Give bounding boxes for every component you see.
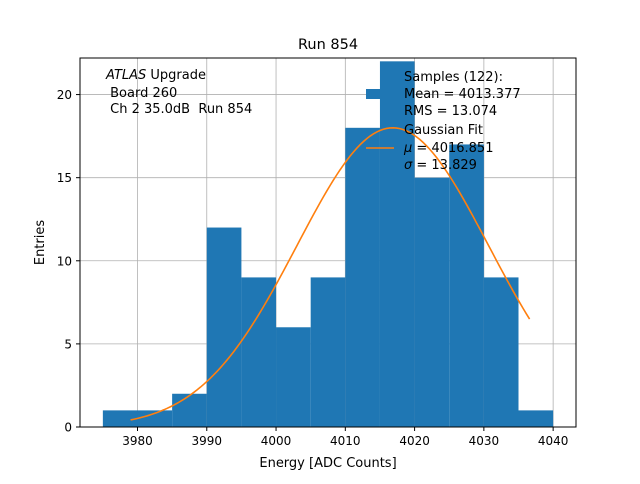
y-tick-label: 20: [57, 88, 72, 102]
upgrade-label: Upgrade: [146, 68, 206, 83]
x-tick-label: 4020: [399, 434, 430, 448]
y-tick-label: 15: [57, 171, 72, 185]
histogram-bar: [172, 393, 207, 427]
legend-hist-line2: Mean = 4013.377: [404, 87, 521, 102]
gaussian-fit: [130, 127, 531, 421]
y-tick-label: 0: [64, 421, 72, 435]
plot-frame: [79, 57, 577, 428]
histogram-bar: [276, 327, 311, 427]
legend-fit-sigma: σ = 13.829: [404, 158, 477, 173]
mu-value: = 4016.851: [412, 141, 493, 156]
legend-hist-swatch: [366, 89, 394, 99]
mu-symbol: μ: [403, 141, 412, 156]
histogram-bar: [137, 410, 173, 427]
legend-fit-mu: μ = 4016.851: [403, 141, 493, 156]
histogram-bar: [518, 410, 554, 427]
histogram-bar: [483, 277, 519, 427]
fit-curve: [130, 127, 531, 421]
atlas-annotation-line1: ATLAS Upgrade: [105, 68, 206, 83]
legend-fit-title: Gaussian Fit: [404, 123, 483, 138]
histogram-bar: [379, 61, 415, 427]
histogram-bar: [102, 410, 138, 427]
histogram-bar: [206, 227, 242, 427]
atlas-annotation-line3: Ch 2 35.0dB Run 854: [106, 102, 252, 117]
sigma-symbol: σ: [404, 158, 413, 173]
x-axis-label: Energy [ADC Counts]: [259, 456, 396, 471]
x-axis-ticks: 3980 3990 4000 4010 4020 4030 4040: [122, 427, 568, 448]
sigma-value: = 13.829: [412, 158, 477, 173]
legend: Samples (122): Mean = 4013.377 RMS = 13.…: [366, 70, 521, 173]
y-tick-label: 10: [57, 254, 72, 268]
histogram-bar: [414, 177, 450, 427]
atlas-label: ATLAS: [105, 68, 146, 83]
y-axis-ticks: 0 5 10 15 20: [57, 88, 80, 435]
legend-hist-line1: Samples (122):: [404, 70, 503, 85]
chart-title: Run 854: [298, 37, 358, 53]
histogram-bar: [345, 127, 380, 427]
y-tick-label: 5: [64, 337, 72, 351]
x-tick-label: 4010: [330, 434, 361, 448]
x-tick-label: 4040: [538, 434, 569, 448]
histogram-bar: [310, 277, 346, 427]
y-axis-label: Entries: [33, 220, 48, 266]
x-tick-label: 4030: [469, 434, 500, 448]
atlas-annotation-line2: Board 260: [106, 86, 177, 101]
histogram-bar: [449, 144, 484, 427]
histogram-bars: [102, 61, 554, 427]
x-tick-label: 3990: [191, 434, 222, 448]
histogram-bar: [241, 277, 277, 427]
x-tick-label: 4000: [261, 434, 292, 448]
legend-hist-line3: RMS = 13.074: [404, 104, 497, 119]
x-tick-label: 3980: [122, 434, 153, 448]
